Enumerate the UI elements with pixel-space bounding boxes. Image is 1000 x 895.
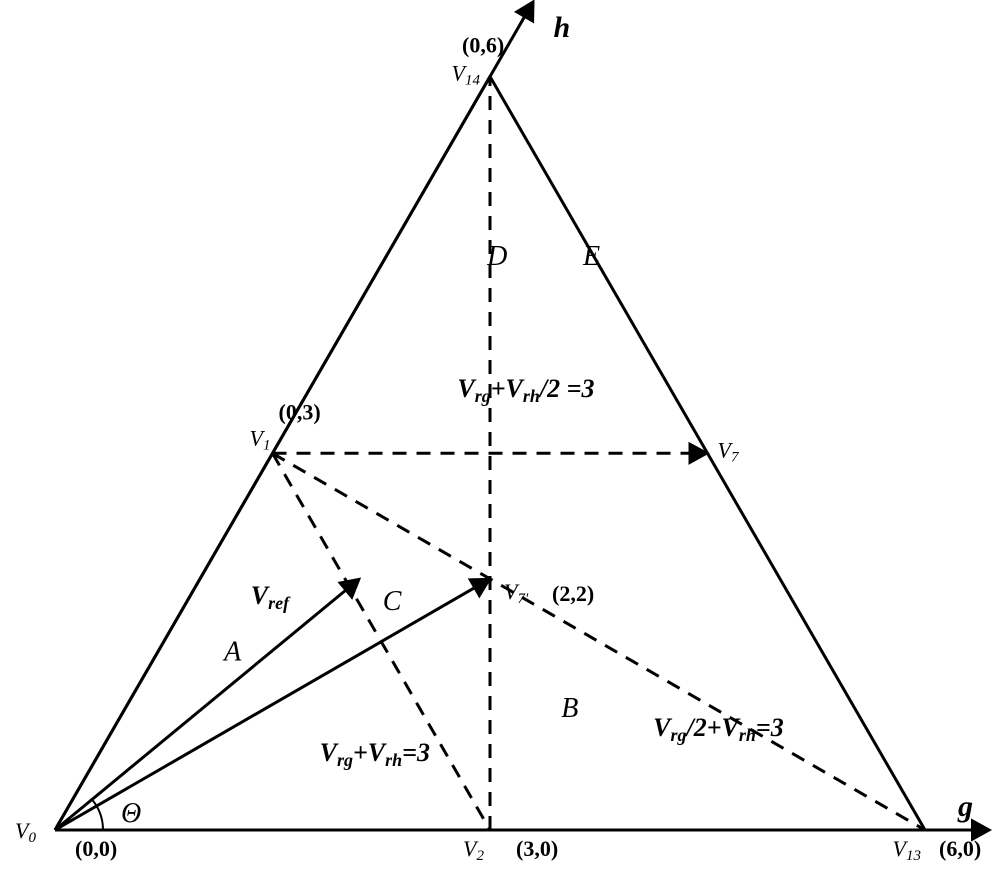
node-v0: V0: [15, 818, 36, 846]
region-A: A: [222, 636, 242, 667]
region-E: E: [582, 241, 600, 272]
node-v7p: V7': [504, 579, 529, 607]
region-D: D: [486, 241, 507, 272]
eq-right: Vrg/2+Vrh=3: [653, 713, 784, 745]
coord-v13: (6,0): [939, 836, 981, 861]
coord-v2: (3,0): [516, 836, 558, 861]
coord-v1: (0,3): [279, 399, 321, 424]
region-B: B: [561, 693, 578, 724]
axis-h-label: h: [554, 11, 571, 44]
coord-v7p: (2,2): [552, 581, 594, 606]
node-v14: V14: [452, 61, 481, 89]
node-v2: V2: [463, 836, 484, 864]
coord-v14: (0,6): [462, 33, 504, 58]
region-C: C: [383, 586, 402, 617]
node-v13: V13: [893, 836, 921, 864]
eq-left: Vrg+Vrh=3: [320, 738, 430, 770]
eq-top: Vrg+Vrh/2 =3: [457, 374, 594, 406]
coord-v0: (0,0): [75, 836, 117, 861]
vref-label: Vref: [251, 581, 291, 613]
node-v7: V7: [718, 437, 740, 465]
node-v1: V1: [250, 425, 271, 453]
angle-theta: Θ: [121, 798, 141, 829]
axis-g-label: g: [957, 790, 973, 823]
